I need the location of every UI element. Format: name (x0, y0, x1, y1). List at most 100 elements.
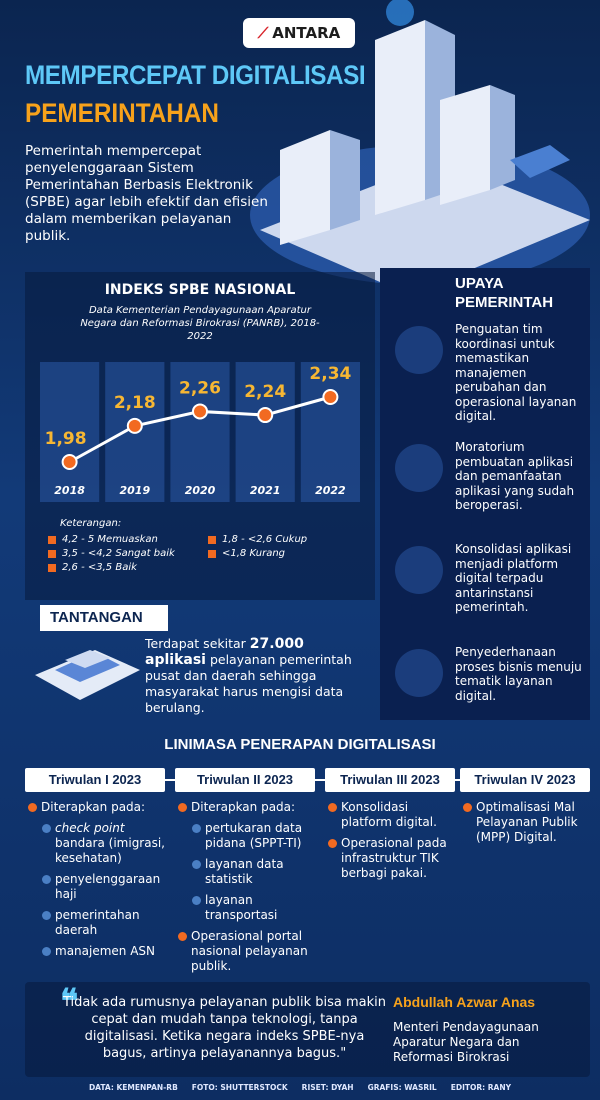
timeline-item: Operasional portal nasional pelayanan pu… (175, 929, 315, 974)
legend-swatch (48, 549, 56, 558)
title: PEMERINTAHAN (25, 98, 219, 128)
legend-item: 2,6 - <3,5 Baik (48, 562, 208, 573)
legend-swatch (48, 563, 56, 572)
timeline-subitem: layanan data statistik (189, 857, 315, 887)
timeline-list: Diterapkan pada: check point bandara (imi… (25, 800, 165, 959)
legend-label: 3,5 - <4,2 Sangat baik (62, 548, 175, 559)
footer-credit: RISET: DYAH (301, 1083, 354, 1092)
footer-credit: GRAFIS: WASRIL (367, 1083, 437, 1092)
upaya-item: Moratorium pembuatan aplikasi dan pemanf… (455, 440, 575, 512)
timeline-subitem: pertukaran data pidana (SPPT-TI) (189, 821, 315, 851)
point (126, 417, 143, 434)
column-band (235, 362, 295, 502)
timeline-subitem-text: bandara (imigrasi, kesehatan) (55, 836, 165, 865)
timeline-heading: Triwulan IV 2023 (460, 768, 590, 792)
timeline-list: Optimalisasi Mal Pelayanan Publik (MPP) … (460, 800, 590, 845)
tantangan-text-after: pelayanan pemerintah pusat dan daerah se… (145, 652, 352, 715)
timeline-item: Diterapkan pada: (25, 800, 165, 815)
legend-label: 1,8 - <2,6 Cukup (222, 534, 308, 545)
chart-subtitle: Data Kementerian Pendayagunaan Aparatur … (80, 305, 320, 340)
footer-credit: DATA: KEMENPAN-RB (88, 1083, 178, 1092)
upaya-item: Konsolidasi aplikasi menjadi platform di… (455, 542, 572, 614)
timeline-subitem: layanan transportasi (189, 893, 315, 923)
upaya-icon (395, 649, 443, 697)
timeline-heading: Triwulan I 2023 (25, 768, 165, 792)
point (322, 389, 339, 405)
logo: ⟋ ANTARA (243, 18, 355, 48)
data-label: 2,18 (114, 393, 156, 413)
point (61, 454, 78, 470)
legend-item: 4,2 - 5 Memuaskan (48, 534, 208, 545)
x-tick-label: 2019 (119, 484, 150, 497)
timeline-item: Diterapkan pada: (175, 800, 315, 815)
data-label: 1,98 (45, 429, 87, 449)
quote-author: Abdullah Azwar Anas (393, 994, 536, 1010)
legend-title: Keterangan: (60, 518, 122, 529)
legend-item: <1,8 Kurang (208, 548, 348, 559)
timeline-title: LINIMASA PENERAPAN DIGITALISASI (164, 736, 436, 753)
timeline-heading: Triwulan III 2023 (325, 768, 455, 792)
upaya-icon (395, 326, 443, 374)
timeline-subitem-italic: check point (55, 821, 125, 835)
footer-credit: FOTO: SHUTTERSTOCK (191, 1083, 288, 1092)
timeline-subitem: pemerintahan daerah (39, 908, 165, 938)
data-label: 2,24 (244, 382, 286, 402)
legend-label: <1,8 Kurang (222, 548, 286, 559)
x-tick-label: 2018 (54, 484, 85, 497)
timeline-column: Triwulan III 2023 Konsolidasi platform di… (325, 768, 455, 887)
legend-swatch (48, 535, 56, 544)
chart: INDEKS SPBE NASIONAL Data Kementerian Pe… (40, 282, 360, 502)
timeline-column: Triwulan II 2023 Diterapkan pada: pertukar… (175, 768, 315, 980)
column-band (170, 362, 230, 502)
tantangan-title: TANTANGAN (40, 605, 168, 631)
timeline-column: Triwulan IV 2023 Optimalisasi Mal Pelayan… (460, 768, 590, 851)
data-label: 2,26 (179, 378, 221, 398)
upaya-item: Penyederhanaan proses bisnis menuju tema… (455, 645, 582, 703)
quote-role: Menteri Pendayagunaan Aparatur Negara da… (393, 1020, 539, 1064)
timeline-subitem: check point bandara (imigrasi, kesehatan… (39, 821, 165, 866)
chart-subtitle-box: Data Kementerian Pendayagunaan Aparatur … (80, 305, 320, 340)
timeline-column: Triwulan I 2023 Diterapkan pada: check poi… (25, 768, 165, 965)
point (257, 407, 274, 424)
illustration (250, 0, 590, 295)
footer: DATA: KEMENPAN-RB FOTO: SHUTTERSTOCK RISET… (0, 1083, 600, 1092)
column-band (300, 362, 360, 502)
logo-text: ANTARA (272, 24, 341, 42)
tantangan-illustration (35, 650, 140, 700)
timeline-item: Konsolidasi platform digital. (325, 800, 455, 830)
legend-swatch (208, 549, 216, 558)
legend-item: 3,5 - <4,2 Sangat baik (48, 548, 208, 559)
tantangan-text: Terdapat sekitar 27.000 aplikasi pelayan… (145, 636, 365, 716)
chart-title: INDEKS SPBE NASIONAL (105, 282, 296, 298)
upaya-icon (395, 444, 443, 492)
column-band (40, 362, 100, 502)
x-tick-label: 2020 (185, 484, 216, 497)
legend-item: 1,8 - <2,6 Cukup (208, 534, 348, 545)
timeline-item: Optimalisasi Mal Pelayanan Publik (MPP) … (460, 800, 590, 845)
quote-box (25, 982, 590, 1077)
quote-text: Tidak ada rumusnya pelayanan publik bisa… (62, 995, 387, 1061)
point (192, 403, 208, 420)
tantangan-highlight: 27.000 aplikasi (145, 636, 304, 668)
timeline-heading: Triwulan II 2023 (175, 768, 315, 792)
intro: Pemerintah mempercepat penyelenggaraan S… (25, 143, 268, 244)
legend-label: 4,2 - 5 Memuaskan (62, 534, 158, 545)
timeline-subitem: manajemen ASN (39, 944, 165, 959)
title: MEMPERCEPAT DIGITALISASI (25, 60, 366, 90)
upaya-item: Penguatan tim koordinasi untuk memastika… (455, 322, 577, 423)
upaya-icon (395, 546, 443, 594)
x-tick-label: 2021 (250, 484, 281, 497)
quote-mark: ❝ (60, 984, 79, 1021)
footer-credit: EDITOR: RANY (450, 1083, 512, 1092)
data-label: 2,34 (309, 364, 351, 384)
upaya-title: UPAYA PEMERINTAH (455, 275, 554, 311)
timeline-subitem: penyelenggaraan haji (39, 872, 165, 902)
timeline-list: Konsolidasi platform digital. Operasional… (325, 800, 455, 881)
legend-swatch (208, 535, 216, 544)
legend-label: 2,6 - <3,5 Baik (62, 562, 137, 573)
legend: 4,2 - 5 Memuaskan 1,8 - <2,6 Cukup 3,5 - <… (48, 534, 348, 573)
timeline-list: Diterapkan pada: pertukaran data pidana (… (175, 800, 315, 974)
x-tick-label: 2022 (315, 484, 346, 497)
tantangan-text-before: Terdapat sekitar (145, 636, 246, 651)
